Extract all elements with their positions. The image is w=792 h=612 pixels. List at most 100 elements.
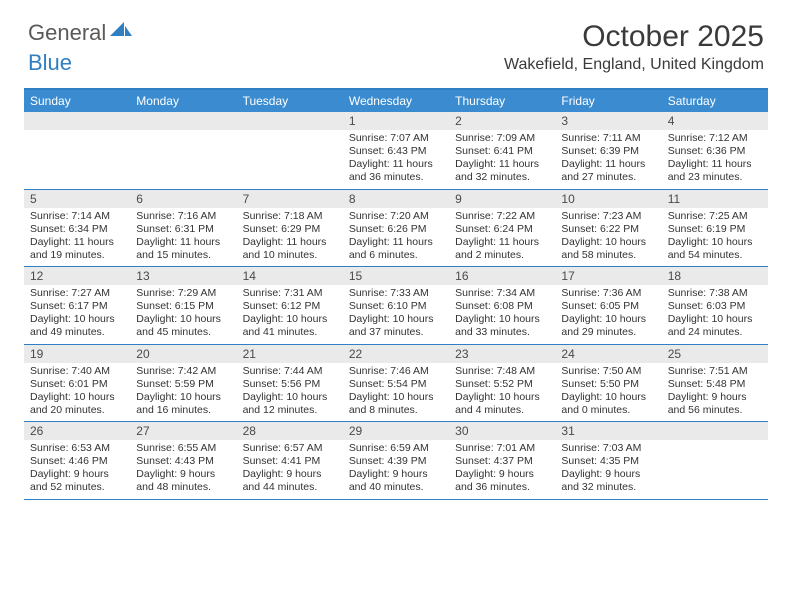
day-number: 1 xyxy=(343,112,449,130)
day-number xyxy=(24,112,130,130)
week-row: 12Sunrise: 7:27 AMSunset: 6:17 PMDayligh… xyxy=(24,267,768,345)
sunrise-line: Sunrise: 7:33 AM xyxy=(349,287,443,300)
sunset-line: Sunset: 4:41 PM xyxy=(243,455,337,468)
day-data: Sunrise: 7:42 AMSunset: 5:59 PMDaylight:… xyxy=(130,363,236,422)
day-cell-empty xyxy=(24,112,130,189)
sunrise-line: Sunrise: 7:11 AM xyxy=(561,132,655,145)
day-number: 11 xyxy=(662,190,768,208)
day-number xyxy=(662,422,768,440)
sunrise-line: Sunrise: 6:55 AM xyxy=(136,442,230,455)
logo-text-blue: Blue xyxy=(28,50,72,75)
day-number: 30 xyxy=(449,422,555,440)
day-number: 12 xyxy=(24,267,130,285)
day-data: Sunrise: 7:12 AMSunset: 6:36 PMDaylight:… xyxy=(662,130,768,189)
day-number: 14 xyxy=(237,267,343,285)
day-number: 23 xyxy=(449,345,555,363)
week-row: 1Sunrise: 7:07 AMSunset: 6:43 PMDaylight… xyxy=(24,112,768,190)
weekday-tuesday: Tuesday xyxy=(237,90,343,112)
sunset-line: Sunset: 6:39 PM xyxy=(561,145,655,158)
sunset-line: Sunset: 6:19 PM xyxy=(668,223,762,236)
day-number: 8 xyxy=(343,190,449,208)
day-data: Sunrise: 7:01 AMSunset: 4:37 PMDaylight:… xyxy=(449,440,555,499)
day-number: 7 xyxy=(237,190,343,208)
day-cell-22: 22Sunrise: 7:46 AMSunset: 5:54 PMDayligh… xyxy=(343,345,449,422)
day-data: Sunrise: 7:22 AMSunset: 6:24 PMDaylight:… xyxy=(449,208,555,267)
weekday-sunday: Sunday xyxy=(24,90,130,112)
day-number: 31 xyxy=(555,422,661,440)
day-cell-12: 12Sunrise: 7:27 AMSunset: 6:17 PMDayligh… xyxy=(24,267,130,344)
sunset-line: Sunset: 5:59 PM xyxy=(136,378,230,391)
day-data: Sunrise: 7:29 AMSunset: 6:15 PMDaylight:… xyxy=(130,285,236,344)
daylight-line: Daylight: 9 hours and 32 minutes. xyxy=(561,468,655,494)
day-cell-25: 25Sunrise: 7:51 AMSunset: 5:48 PMDayligh… xyxy=(662,345,768,422)
day-number: 3 xyxy=(555,112,661,130)
day-number: 27 xyxy=(130,422,236,440)
month-title: October 2025 xyxy=(504,20,764,54)
daylight-line: Daylight: 10 hours and 41 minutes. xyxy=(243,313,337,339)
sunrise-line: Sunrise: 7:50 AM xyxy=(561,365,655,378)
day-cell-3: 3Sunrise: 7:11 AMSunset: 6:39 PMDaylight… xyxy=(555,112,661,189)
sunset-line: Sunset: 6:36 PM xyxy=(668,145,762,158)
logo-sail-icon xyxy=(110,22,132,40)
day-number: 10 xyxy=(555,190,661,208)
day-data: Sunrise: 6:53 AMSunset: 4:46 PMDaylight:… xyxy=(24,440,130,499)
sunrise-line: Sunrise: 7:34 AM xyxy=(455,287,549,300)
sunset-line: Sunset: 4:43 PM xyxy=(136,455,230,468)
day-cell-4: 4Sunrise: 7:12 AMSunset: 6:36 PMDaylight… xyxy=(662,112,768,189)
day-cell-14: 14Sunrise: 7:31 AMSunset: 6:12 PMDayligh… xyxy=(237,267,343,344)
day-number: 15 xyxy=(343,267,449,285)
sunset-line: Sunset: 6:15 PM xyxy=(136,300,230,313)
day-number: 5 xyxy=(24,190,130,208)
day-data: Sunrise: 7:44 AMSunset: 5:56 PMDaylight:… xyxy=(237,363,343,422)
day-cell-26: 26Sunrise: 6:53 AMSunset: 4:46 PMDayligh… xyxy=(24,422,130,499)
day-cell-24: 24Sunrise: 7:50 AMSunset: 5:50 PMDayligh… xyxy=(555,345,661,422)
sunrise-line: Sunrise: 7:51 AM xyxy=(668,365,762,378)
day-number: 22 xyxy=(343,345,449,363)
daylight-line: Daylight: 10 hours and 33 minutes. xyxy=(455,313,549,339)
day-number: 25 xyxy=(662,345,768,363)
day-number: 19 xyxy=(24,345,130,363)
sunrise-line: Sunrise: 7:46 AM xyxy=(349,365,443,378)
day-data: Sunrise: 7:48 AMSunset: 5:52 PMDaylight:… xyxy=(449,363,555,422)
sunset-line: Sunset: 4:35 PM xyxy=(561,455,655,468)
sunrise-line: Sunrise: 7:03 AM xyxy=(561,442,655,455)
day-data: Sunrise: 7:03 AMSunset: 4:35 PMDaylight:… xyxy=(555,440,661,499)
daylight-line: Daylight: 11 hours and 32 minutes. xyxy=(455,158,549,184)
week-row: 19Sunrise: 7:40 AMSunset: 6:01 PMDayligh… xyxy=(24,345,768,423)
sunset-line: Sunset: 5:52 PM xyxy=(455,378,549,391)
day-cell-empty xyxy=(130,112,236,189)
daylight-line: Daylight: 9 hours and 40 minutes. xyxy=(349,468,443,494)
weekday-row: SundayMondayTuesdayWednesdayThursdayFrid… xyxy=(24,90,768,112)
sunrise-line: Sunrise: 7:40 AM xyxy=(30,365,124,378)
day-number: 20 xyxy=(130,345,236,363)
day-cell-29: 29Sunrise: 6:59 AMSunset: 4:39 PMDayligh… xyxy=(343,422,449,499)
sunrise-line: Sunrise: 6:59 AM xyxy=(349,442,443,455)
day-cell-27: 27Sunrise: 6:55 AMSunset: 4:43 PMDayligh… xyxy=(130,422,236,499)
sunrise-line: Sunrise: 7:18 AM xyxy=(243,210,337,223)
sunset-line: Sunset: 6:03 PM xyxy=(668,300,762,313)
sunset-line: Sunset: 4:46 PM xyxy=(30,455,124,468)
day-cell-17: 17Sunrise: 7:36 AMSunset: 6:05 PMDayligh… xyxy=(555,267,661,344)
day-cell-9: 9Sunrise: 7:22 AMSunset: 6:24 PMDaylight… xyxy=(449,190,555,267)
day-cell-28: 28Sunrise: 6:57 AMSunset: 4:41 PMDayligh… xyxy=(237,422,343,499)
weekday-friday: Friday xyxy=(555,90,661,112)
day-cell-10: 10Sunrise: 7:23 AMSunset: 6:22 PMDayligh… xyxy=(555,190,661,267)
sunset-line: Sunset: 6:05 PM xyxy=(561,300,655,313)
logo-text-general: General xyxy=(28,20,106,46)
sunrise-line: Sunrise: 7:42 AM xyxy=(136,365,230,378)
location: Wakefield, England, United Kingdom xyxy=(504,56,764,74)
sunrise-line: Sunrise: 7:27 AM xyxy=(30,287,124,300)
daylight-line: Daylight: 11 hours and 2 minutes. xyxy=(455,236,549,262)
sunrise-line: Sunrise: 7:23 AM xyxy=(561,210,655,223)
day-data: Sunrise: 7:11 AMSunset: 6:39 PMDaylight:… xyxy=(555,130,661,189)
sunset-line: Sunset: 6:26 PM xyxy=(349,223,443,236)
day-data: Sunrise: 7:46 AMSunset: 5:54 PMDaylight:… xyxy=(343,363,449,422)
weekday-wednesday: Wednesday xyxy=(343,90,449,112)
day-cell-15: 15Sunrise: 7:33 AMSunset: 6:10 PMDayligh… xyxy=(343,267,449,344)
sunrise-line: Sunrise: 7:38 AM xyxy=(668,287,762,300)
weeks-container: 1Sunrise: 7:07 AMSunset: 6:43 PMDaylight… xyxy=(24,112,768,500)
weekday-saturday: Saturday xyxy=(662,90,768,112)
day-cell-30: 30Sunrise: 7:01 AMSunset: 4:37 PMDayligh… xyxy=(449,422,555,499)
sunset-line: Sunset: 6:41 PM xyxy=(455,145,549,158)
sunrise-line: Sunrise: 7:09 AM xyxy=(455,132,549,145)
